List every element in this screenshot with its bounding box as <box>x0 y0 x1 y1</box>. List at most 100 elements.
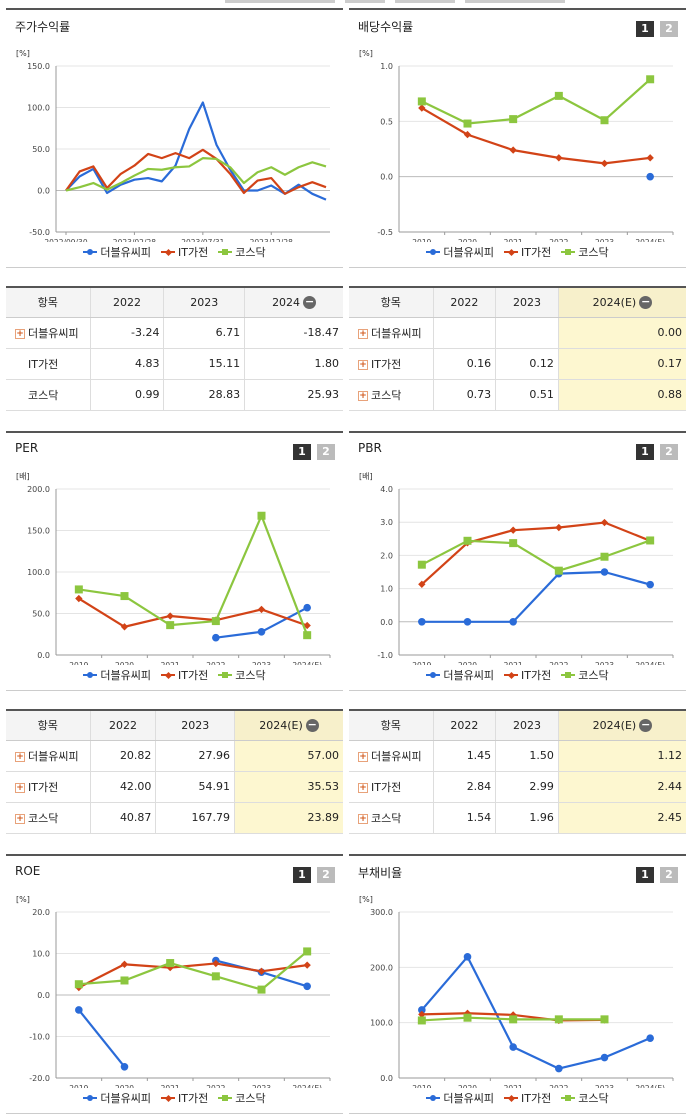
data-point <box>646 536 655 545</box>
data-point <box>74 585 83 594</box>
legend-label: IT가전 <box>521 669 552 682</box>
expand-icon[interactable]: + <box>358 359 368 370</box>
collapse-icon[interactable]: − <box>639 295 653 309</box>
x-tick-label: 2020 <box>115 661 134 665</box>
view-1-button[interactable]: 1 <box>293 444 311 460</box>
series-1 <box>212 603 311 642</box>
expand-icon[interactable]: + <box>15 751 25 762</box>
row-name[interactable]: + 더블유씨피 <box>349 317 433 349</box>
legend-item[interactable]: 코스닥 <box>218 1090 266 1106</box>
view-2-button[interactable]: 2 <box>317 867 335 883</box>
table-row: IT가전 4.83 15.11 1.80 <box>6 348 343 380</box>
view-1-button[interactable]: 1 <box>293 867 311 883</box>
legend-item[interactable]: IT가전 <box>504 1090 551 1106</box>
row-name[interactable]: + IT가전 <box>349 348 433 380</box>
series-line <box>78 950 308 991</box>
collapse-icon[interactable]: − <box>303 295 317 309</box>
view-2-button[interactable]: 2 <box>317 444 335 460</box>
legend-item[interactable]: 더블유씨피 <box>83 1090 151 1106</box>
column-header[interactable]: 2024− <box>244 287 343 318</box>
legend-item[interactable]: IT가전 <box>504 667 551 683</box>
series-3 <box>74 511 312 640</box>
pbr-panel: PBR 12 [배] 4.0 3.0 2.0 1.0 0.0 -1.0 2019 2020 202… <box>349 431 686 691</box>
y-tick-label: 0.0 <box>380 618 393 627</box>
legend-item[interactable]: 더블유씨피 <box>426 244 494 260</box>
expand-icon[interactable]: + <box>15 813 25 824</box>
row-name[interactable]: + 코스닥 <box>349 379 433 411</box>
chart-legend: 더블유씨피 IT가전 코스닥 <box>6 667 343 683</box>
expand-icon[interactable]: + <box>358 751 368 762</box>
series-line <box>421 521 651 586</box>
expand-icon[interactable]: + <box>358 813 368 824</box>
row-name[interactable]: + 코스닥 <box>6 802 90 834</box>
legend-item[interactable]: 코스닥 <box>561 244 609 260</box>
view-2-button[interactable]: 2 <box>660 867 678 883</box>
legend-item[interactable]: 코스닥 <box>561 1090 609 1106</box>
legend-item[interactable]: IT가전 <box>161 244 208 260</box>
chart-legend: 더블유씨피 IT가전 코스닥 <box>349 1090 686 1106</box>
series-2 <box>65 148 327 195</box>
legend-item[interactable]: 더블유씨피 <box>83 244 151 260</box>
column-header[interactable]: 2024(E) − <box>234 710 343 741</box>
table-row: + 더블유씨피 1.45 1.50 1.12 <box>349 740 686 772</box>
row-name[interactable]: + 더블유씨피 <box>349 740 433 772</box>
legend-item[interactable]: 더블유씨피 <box>426 1090 494 1106</box>
data-point <box>303 603 311 612</box>
expand-icon[interactable]: + <box>358 328 368 339</box>
legend-item[interactable]: 코스닥 <box>218 667 266 683</box>
data-point <box>75 1006 83 1014</box>
table-cell: 54.91 <box>155 771 235 803</box>
row-name[interactable]: + 더블유씨피 <box>6 317 90 349</box>
series-3 <box>74 947 312 994</box>
legend-item[interactable]: IT가전 <box>161 667 208 683</box>
table-row: + IT가전 0.16 0.12 0.17 <box>349 348 686 380</box>
row-name: 코스닥 <box>6 379 90 411</box>
data-point <box>257 985 266 994</box>
legend-item[interactable]: 코스닥 <box>218 244 266 260</box>
x-tick-label: 2023 <box>252 1084 271 1088</box>
data-point <box>257 511 266 520</box>
x-tick-label: 2019 <box>69 1084 88 1088</box>
expand-icon[interactable]: + <box>358 390 368 401</box>
per-panel: PER 12 [배] 200.0 150.0 100.0 50.0 0.0 2019 2020… <box>6 431 343 691</box>
row-name[interactable]: + 코스닥 <box>349 802 433 834</box>
column-header[interactable]: 2024(E) − <box>557 287 686 318</box>
data-point <box>509 526 517 534</box>
data-point <box>303 982 311 991</box>
view-2-button[interactable]: 2 <box>660 21 678 37</box>
collapse-icon[interactable]: − <box>305 718 319 732</box>
row-name[interactable]: + IT가전 <box>349 771 433 803</box>
expand-icon[interactable]: + <box>15 328 25 339</box>
legend-item[interactable]: 코스닥 <box>561 667 609 683</box>
expand-icon[interactable]: + <box>15 782 25 793</box>
legend-item[interactable]: IT가전 <box>504 244 551 260</box>
series-3 <box>417 75 655 128</box>
legend-item[interactable]: IT가전 <box>161 1090 208 1106</box>
legend-label: IT가전 <box>521 246 552 259</box>
data-point <box>555 1064 563 1073</box>
view-1-button[interactable]: 1 <box>636 867 654 883</box>
x-tick-label: 2019 <box>69 661 88 665</box>
stock-return-table: 항목 2022 2023 2024− + 더블유씨피 -3.24 6.71 -18.47 IT가전… <box>6 286 343 411</box>
table-row: + 코스닥 0.73 0.51 0.88 <box>349 379 686 411</box>
expand-icon[interactable]: + <box>358 782 368 793</box>
row-name[interactable]: + IT가전 <box>6 771 90 803</box>
series-line <box>421 570 651 623</box>
view-2-button[interactable]: 2 <box>660 444 678 460</box>
table-cell: 0.51 <box>495 379 559 411</box>
row-name[interactable]: + 더블유씨피 <box>6 740 90 772</box>
y-unit-label: [배] <box>359 472 373 481</box>
column-header: 2023 <box>495 710 559 741</box>
data-point <box>303 947 312 956</box>
data-point <box>646 1034 654 1042</box>
x-tick-label: 2021 <box>161 1084 180 1088</box>
table-cell: 28.83 <box>163 379 245 411</box>
column-header[interactable]: 2024(E) − <box>557 710 686 741</box>
collapse-icon[interactable]: − <box>639 718 653 732</box>
legend-item[interactable]: 더블유씨피 <box>83 667 151 683</box>
legend-item[interactable]: 더블유씨피 <box>426 667 494 683</box>
table-cell: 2.84 <box>432 771 496 803</box>
view-1-button[interactable]: 1 <box>636 21 654 37</box>
y-tick-label: 1.0 <box>380 585 393 594</box>
view-1-button[interactable]: 1 <box>636 444 654 460</box>
